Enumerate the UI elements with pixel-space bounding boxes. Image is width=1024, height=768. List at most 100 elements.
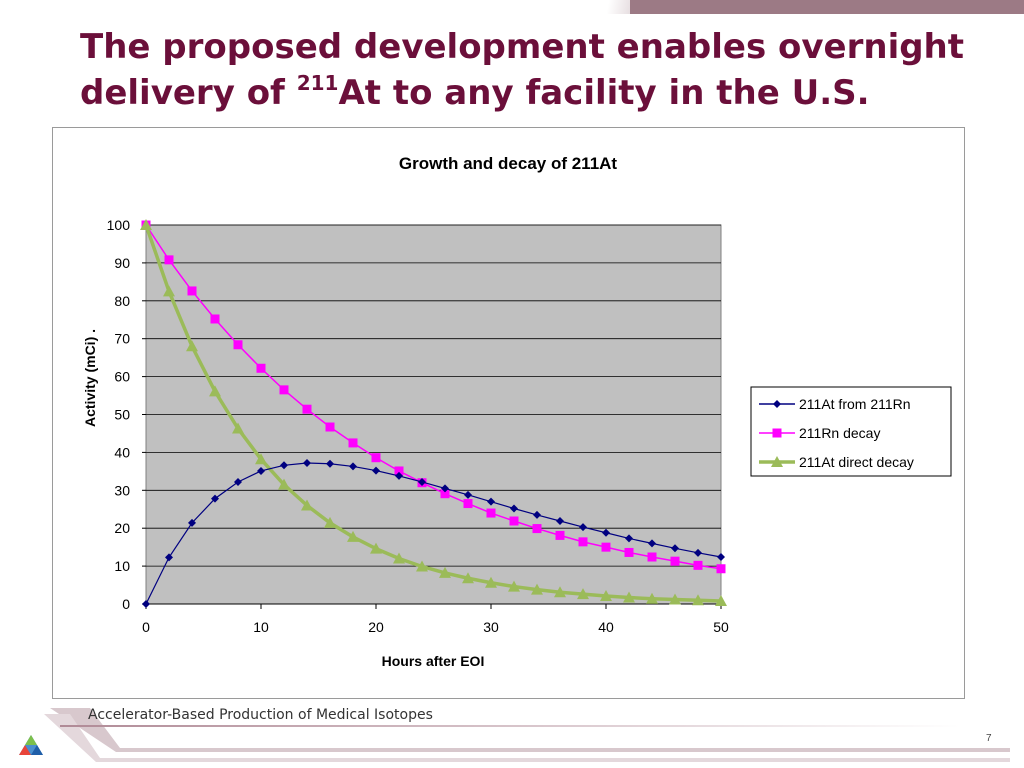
title-line-2-start: delivery of — [80, 73, 297, 113]
legend-label-0: 211At from 211Rn — [799, 396, 911, 412]
data-point-0 — [510, 504, 518, 513]
x-tick-label: 20 — [368, 619, 384, 635]
data-point-2 — [623, 591, 635, 603]
chart-title: Growth and decay of 211At — [399, 154, 618, 173]
data-point-0 — [326, 459, 334, 468]
series-line-2 — [144, 224, 722, 603]
y-tick-label: 70 — [114, 331, 130, 347]
data-point-2 — [393, 552, 405, 564]
argonne-logo-icon — [19, 735, 43, 755]
y-tick-label: 40 — [114, 444, 130, 460]
data-point-2 — [140, 219, 152, 230]
data-point-1 — [716, 564, 726, 574]
data-point-2 — [577, 588, 589, 600]
data-point-1 — [486, 508, 496, 518]
data-point-1 — [624, 547, 634, 557]
data-point-1 — [302, 404, 312, 414]
data-point-2 — [278, 478, 290, 490]
data-point-1 — [670, 556, 680, 566]
data-point-0 — [602, 528, 610, 537]
data-point-2 — [370, 542, 382, 554]
y-tick-label: 50 — [114, 407, 130, 423]
data-point-2 — [508, 580, 520, 592]
data-point-2 — [600, 590, 612, 602]
data-point-1 — [348, 438, 358, 448]
data-point-0 — [648, 539, 656, 548]
data-point-2 — [715, 594, 727, 606]
data-point-2 — [186, 340, 198, 352]
data-point-0 — [372, 466, 380, 475]
data-point-1 — [601, 542, 611, 552]
title-superscript: 211 — [296, 71, 339, 95]
data-point-2 — [347, 530, 359, 542]
x-axis-label: Hours after EOI — [382, 653, 485, 669]
data-point-0 — [349, 462, 357, 471]
y-tick-label: 90 — [114, 255, 130, 271]
data-point-1 — [532, 524, 542, 534]
footer-divider — [60, 725, 960, 727]
data-point-2 — [324, 516, 336, 528]
data-point-0 — [188, 518, 196, 527]
legend-label-1: 211Rn decay — [799, 425, 880, 441]
data-point-1 — [279, 385, 289, 395]
title-line-2-end: At to any facility in the U.S. — [338, 73, 870, 113]
data-point-1 — [555, 530, 565, 540]
page-number: 7 — [986, 733, 992, 744]
data-point-0 — [579, 523, 587, 532]
data-point-0 — [694, 548, 702, 557]
top-accent-bar — [630, 0, 1024, 14]
x-tick-label: 30 — [483, 619, 499, 635]
data-point-0 — [257, 466, 265, 475]
footer-text: Accelerator-Based Production of Medical … — [88, 707, 433, 723]
chart: Growth and decay of 211At 0 10 20 30 40 50 60 70… — [82, 154, 952, 669]
data-point-2 — [462, 572, 474, 584]
chart-frame: Growth and decay of 211At 0 10 20 30 40 50 60 70… — [52, 127, 965, 699]
data-point-2 — [669, 593, 681, 605]
x-tick-label: 40 — [598, 619, 614, 635]
y-tick-label: 60 — [114, 369, 130, 385]
data-point-0 — [717, 553, 725, 562]
legend-marker-1 — [772, 428, 782, 438]
data-point-2 — [439, 566, 451, 578]
data-point-0 — [625, 534, 633, 543]
data-point-2 — [163, 285, 175, 297]
data-point-2 — [554, 586, 566, 598]
data-point-0 — [280, 461, 288, 470]
data-point-1 — [233, 340, 243, 350]
data-point-2 — [646, 592, 658, 604]
data-point-2 — [416, 560, 428, 572]
x-tick-label: 10 — [253, 619, 269, 635]
data-point-0 — [142, 600, 150, 608]
series-line-0 — [145, 462, 722, 605]
title-line-1: The proposed development enables overnig… — [80, 27, 965, 67]
data-point-0 — [464, 490, 472, 499]
data-point-1 — [187, 286, 197, 296]
y-tick-label: 100 — [107, 217, 131, 233]
data-point-2 — [531, 583, 543, 595]
y-tick-label: 10 — [114, 558, 130, 574]
data-point-2 — [209, 385, 221, 397]
data-point-1 — [325, 422, 335, 432]
data-point-1 — [210, 314, 220, 324]
y-tick-label: 0 — [122, 596, 130, 612]
data-point-0 — [487, 497, 495, 506]
data-point-1 — [693, 560, 703, 570]
y-tick-label: 20 — [114, 520, 130, 536]
data-point-0 — [671, 544, 679, 553]
data-point-0 — [533, 510, 541, 519]
data-point-0 — [556, 516, 564, 525]
data-point-2 — [485, 576, 497, 588]
data-point-1 — [647, 552, 657, 562]
data-point-0 — [211, 494, 219, 503]
slide-title: The proposed development enables overnig… — [80, 24, 980, 116]
data-point-0 — [165, 553, 173, 562]
data-point-2 — [692, 594, 704, 606]
y-tick-label: 30 — [114, 482, 130, 498]
data-point-0 — [441, 484, 449, 493]
legend-marker-2 — [771, 456, 783, 467]
data-point-1 — [509, 516, 519, 526]
y-axis-label: Activity (mCi) . — [82, 329, 98, 427]
data-point-1 — [371, 453, 381, 463]
x-tick-label: 0 — [142, 619, 150, 635]
data-point-0 — [303, 459, 311, 468]
